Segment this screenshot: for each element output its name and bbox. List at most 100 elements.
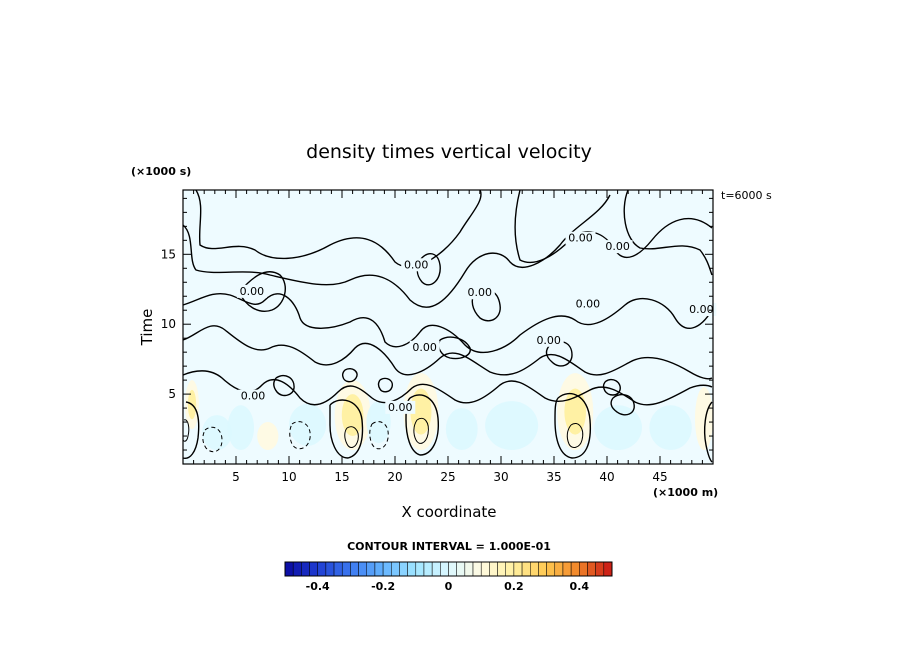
x-tick-label: 35 — [546, 470, 561, 484]
contour-line — [369, 421, 389, 450]
contour-line — [182, 401, 200, 459]
colorbar-swatch — [358, 561, 368, 577]
colorbar-swatch — [440, 561, 449, 577]
field-cell — [202, 415, 232, 451]
field-cell — [485, 401, 539, 451]
colorbar-swatch — [374, 561, 384, 577]
colorbar-swatch — [546, 561, 556, 577]
negative-contours — [202, 421, 389, 453]
field-cell-core — [341, 394, 364, 437]
colorbar-tick-label: -0.2 — [371, 580, 395, 593]
contour-label: 0.00 — [241, 390, 266, 403]
colorbar-swatch — [415, 561, 425, 577]
contour-line — [377, 377, 393, 393]
contour-label: 0.00 — [468, 286, 493, 299]
colorbar-swatch — [350, 561, 359, 577]
y-tick-label: 10 — [161, 317, 176, 331]
contour-line — [238, 271, 286, 312]
colorbar-swatch — [341, 561, 351, 577]
contour-label: 0.00 — [605, 240, 630, 253]
x-tick-label: 15 — [334, 470, 349, 484]
contour-line — [195, 189, 482, 268]
colorbar-swatch — [423, 561, 433, 577]
field-cell-core — [564, 388, 587, 435]
colorbar-swatch — [595, 561, 605, 577]
contour-line — [703, 401, 713, 463]
contour-line — [273, 374, 295, 397]
field-cell — [649, 405, 692, 451]
colorbar-swatch — [333, 561, 343, 577]
colorbar-tick-label: 0.4 — [570, 580, 590, 593]
contour-line — [182, 419, 190, 442]
contour-line — [182, 370, 713, 406]
colorbar-swatch — [317, 561, 327, 577]
colorbar-swatch — [505, 561, 515, 577]
field-cell — [257, 422, 279, 451]
colorbar-swatch — [472, 561, 482, 577]
x-unit-label: (×1000 m) — [653, 486, 718, 499]
contour-label: 0.00 — [536, 334, 561, 347]
colorbar-swatch — [554, 561, 564, 577]
colorbar-swatch — [301, 561, 310, 577]
field-cell — [227, 405, 255, 451]
field-cell — [694, 387, 713, 451]
contour-line — [344, 426, 359, 448]
field-cell — [445, 408, 478, 451]
contour-label: 0.00 — [388, 401, 413, 414]
contour-label: 0.00 — [576, 297, 601, 310]
colorbar-swatch — [456, 561, 466, 577]
y-unit-label: (×1000 s) — [131, 165, 191, 178]
chart-title: density times vertical velocity — [306, 141, 592, 163]
contour-line — [413, 417, 429, 444]
x-tick-label: 45 — [652, 470, 667, 484]
colorbar-swatch — [325, 561, 335, 577]
colorbar-swatch — [513, 561, 523, 577]
colorbar-swatch — [292, 561, 302, 577]
x-tick-label: 20 — [387, 470, 402, 484]
contour-line — [610, 393, 635, 416]
colorbar-swatch — [407, 561, 417, 577]
colorbar-swatch — [399, 561, 408, 577]
colorbar-tick-label: -0.4 — [306, 580, 330, 593]
contour-line — [202, 426, 223, 453]
contour-label: 0.00 — [240, 285, 265, 298]
contour-interval-text: CONTOUR INTERVAL = 1.000E-01 — [347, 540, 551, 553]
contour-label: 0.00 — [404, 258, 429, 271]
shaded-field — [183, 190, 713, 464]
contour-label: 0.00 — [689, 303, 714, 316]
contour-line — [289, 421, 311, 450]
colorbar-swatch — [497, 561, 506, 577]
contour-labels: 0.00 0.00 0.00 0.00 0.00 0.00 0.00 0.00 0.00 0.00… — [236, 231, 717, 414]
colorbar-swatch — [284, 561, 294, 577]
colorbar-tick-labels: -0.4 -0.2 0 0.2 0.4 — [306, 580, 590, 593]
colorbar-swatch — [562, 561, 572, 577]
colorbar-swatch — [521, 561, 531, 577]
colorbar-swatch — [464, 561, 474, 577]
colorbar-tick-label: 0.2 — [504, 580, 524, 593]
x-tick-label: 5 — [232, 470, 240, 484]
contour-line — [545, 340, 573, 367]
contour-label: 0.00 — [568, 232, 593, 245]
contour-line — [566, 423, 584, 448]
contour-line — [329, 399, 364, 459]
colorbar — [284, 561, 613, 577]
colorbar-frame — [284, 561, 613, 577]
colorbar-swatch — [431, 561, 441, 577]
y-tick-label: 5 — [168, 387, 176, 401]
x-tick-label: 30 — [493, 470, 508, 484]
colorbar-swatch — [579, 561, 588, 577]
colorbar-swatch — [530, 561, 539, 577]
colorbar-swatch — [538, 561, 547, 577]
contour-line — [182, 325, 713, 380]
x-tick-label: 40 — [599, 470, 614, 484]
colorbar-swatch — [480, 561, 490, 577]
positive-contours — [182, 417, 584, 448]
x-tick-label: 25 — [440, 470, 455, 484]
contour-line — [438, 336, 471, 360]
x-tick-label: 10 — [281, 470, 296, 484]
y-axis-title: Time — [138, 309, 156, 347]
field-cell — [594, 405, 642, 451]
contour-lines — [182, 189, 713, 463]
x-axis-title: X coordinate — [401, 503, 496, 521]
